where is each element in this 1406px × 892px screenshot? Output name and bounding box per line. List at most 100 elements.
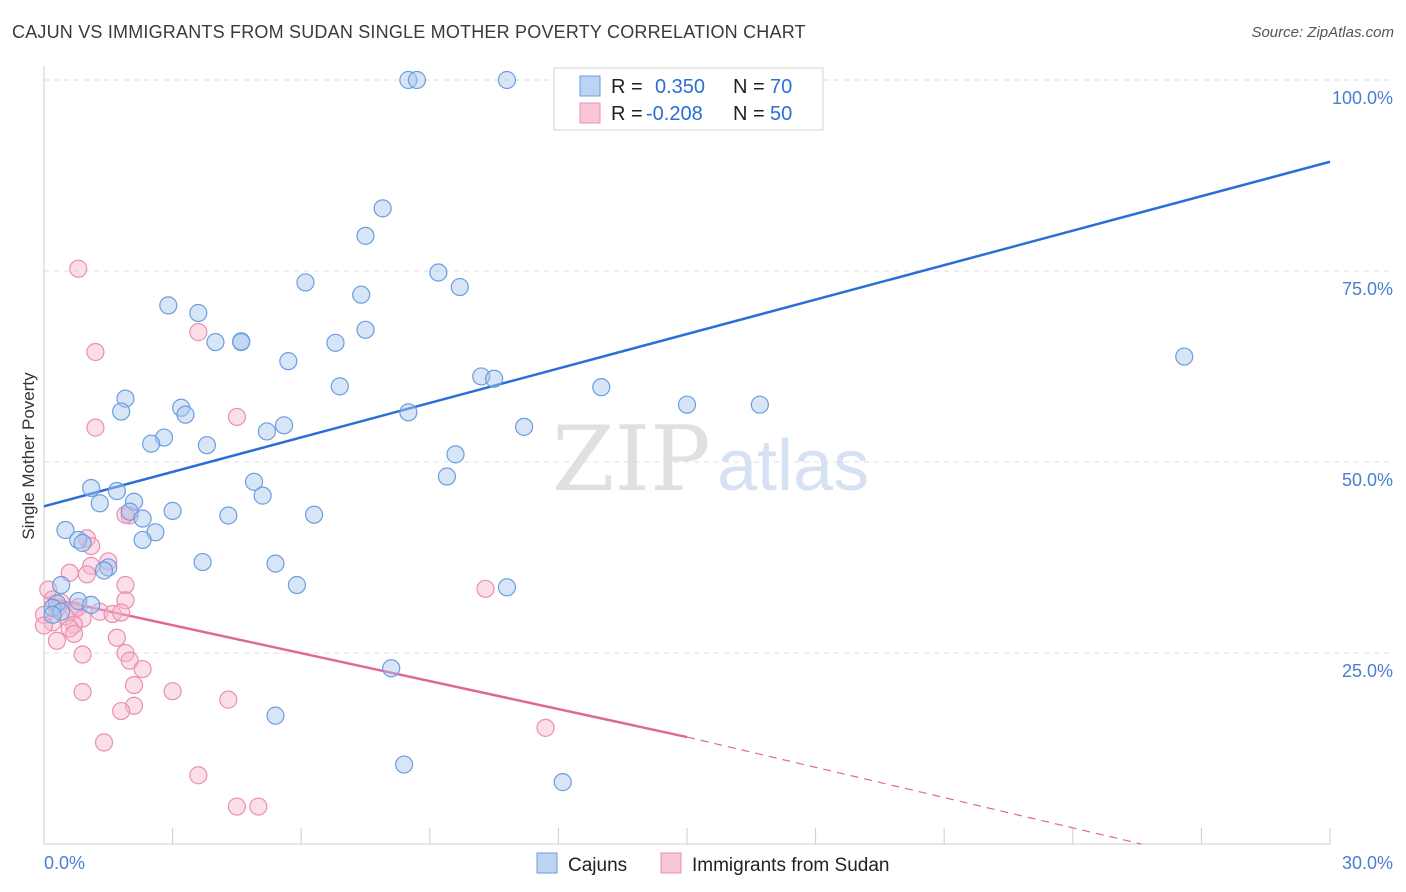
axes [43, 66, 1331, 845]
sudan-point [94, 733, 114, 752]
cajun-point [257, 422, 277, 441]
trend-line-sudan-extrapolated [686, 736, 1142, 845]
x-tick-label-1: 30.0% [1342, 853, 1393, 873]
cajun-point [94, 561, 114, 580]
cajun-point [193, 552, 212, 572]
legend-r-label-1: R = [611, 76, 643, 98]
sudan-point [133, 659, 152, 679]
cajun-point [373, 199, 392, 218]
cajun-point [82, 478, 101, 498]
y-tick-label-0: 100.0% [1332, 88, 1393, 108]
bottom-legend-cajuns: Cajuns [568, 855, 627, 876]
sudan-point [189, 766, 208, 785]
cajun-point [112, 402, 131, 421]
cajun-point [107, 481, 126, 501]
chart-title: CAJUN VS IMMIGRANTS FROM SUDAN SINGLE MO… [12, 22, 806, 42]
sudan-point [249, 797, 268, 816]
sudan-point [69, 259, 88, 278]
cajun-point [304, 505, 324, 524]
cajun-point [133, 530, 152, 550]
cajun-point [592, 378, 611, 397]
cajun-point [677, 395, 697, 414]
trend-lines [43, 160, 1331, 845]
cajun-point [437, 467, 457, 486]
cajun-point [296, 273, 315, 292]
cajun-point [330, 377, 349, 396]
legend-r-value-1: 0.350 [655, 76, 705, 98]
cajun-point [274, 416, 294, 435]
x-tick-label-0: 0.0% [44, 853, 85, 873]
sudan-point [120, 651, 139, 670]
cajun-point [56, 520, 75, 540]
cajun-point [159, 296, 178, 315]
sudan-point [99, 552, 118, 571]
cajun-point [43, 605, 62, 624]
sudan-point [73, 682, 92, 702]
cajun-point [266, 706, 285, 725]
sudan-point [219, 690, 238, 709]
sudan-point [227, 407, 246, 427]
cajun-point [73, 533, 92, 553]
cajun-point [266, 554, 285, 573]
legend-r-value-2: -0.208 [646, 103, 703, 125]
cajun-point [326, 333, 345, 352]
grid [44, 79, 1392, 654]
cajun-point [287, 575, 307, 595]
cajun-point [279, 352, 298, 371]
cajun-point [407, 70, 427, 90]
cajun-point [356, 226, 375, 245]
source-label: Source: ZipAtlas.com [1251, 24, 1394, 41]
bottom-legend-sudan: Immigrants from Sudan [692, 855, 889, 876]
bottom-legend-swatch-cajuns [536, 852, 558, 874]
cajun-point [244, 472, 264, 491]
watermark-atlas: atlas [717, 426, 869, 506]
cajun-point [750, 395, 769, 414]
cajun-point [219, 506, 238, 525]
legend-n-label-1: N = [733, 76, 765, 98]
cajun-point [356, 320, 375, 339]
sudan-point [107, 628, 126, 647]
cajun-point [232, 332, 251, 352]
sudan-point [124, 675, 144, 695]
watermark-zip: ZIP [552, 407, 711, 512]
cajun-point [485, 369, 504, 388]
cajun-point [176, 405, 195, 424]
cajun-point [197, 436, 216, 455]
legend: R = 0.350 N = 70 R = -0.208 N = 50 [553, 67, 824, 131]
cajun-point [253, 486, 272, 505]
bottom-legend: Cajuns Immigrants from Sudan [536, 852, 889, 876]
series-cajuns [43, 70, 1194, 792]
legend-swatch-cajuns [579, 75, 601, 97]
cajun-point [1175, 347, 1194, 366]
trend-line-cajuns [43, 160, 1331, 508]
cajun-point [133, 509, 152, 528]
sudan-point [47, 631, 66, 650]
y-tick-label-3: 25.0% [1342, 661, 1393, 681]
y-tick-label-1: 75.0% [1342, 279, 1393, 299]
y-tick-label-2: 50.0% [1342, 470, 1393, 490]
cajun-point [497, 70, 517, 90]
tick-labels: 100.0% 75.0% 50.0% 25.0% 0.0% 30.0% [44, 88, 1393, 873]
sudan-point [227, 797, 246, 816]
sudan-point [112, 701, 131, 721]
cajun-point [497, 578, 517, 597]
sudan-point [189, 323, 208, 342]
cajun-point [52, 575, 71, 595]
legend-n-value-1: 70 [770, 76, 792, 98]
cajun-point [515, 417, 534, 436]
legend-r-label-2: R = [611, 103, 643, 125]
cajun-point [553, 773, 572, 792]
sudan-point [163, 682, 182, 701]
cajun-point [142, 434, 161, 453]
cajun-point [90, 494, 109, 513]
legend-swatch-sudan [579, 102, 601, 124]
sudan-point [476, 579, 495, 598]
y-axis-title: Single Mother Poverty [19, 372, 38, 540]
cajun-point [43, 598, 62, 618]
sudan-point [77, 565, 96, 584]
bottom-legend-swatch-sudan [660, 852, 682, 874]
cajun-point [429, 263, 448, 282]
series-immigrants-from-sudan [34, 259, 555, 816]
legend-n-label-2: N = [733, 103, 765, 125]
